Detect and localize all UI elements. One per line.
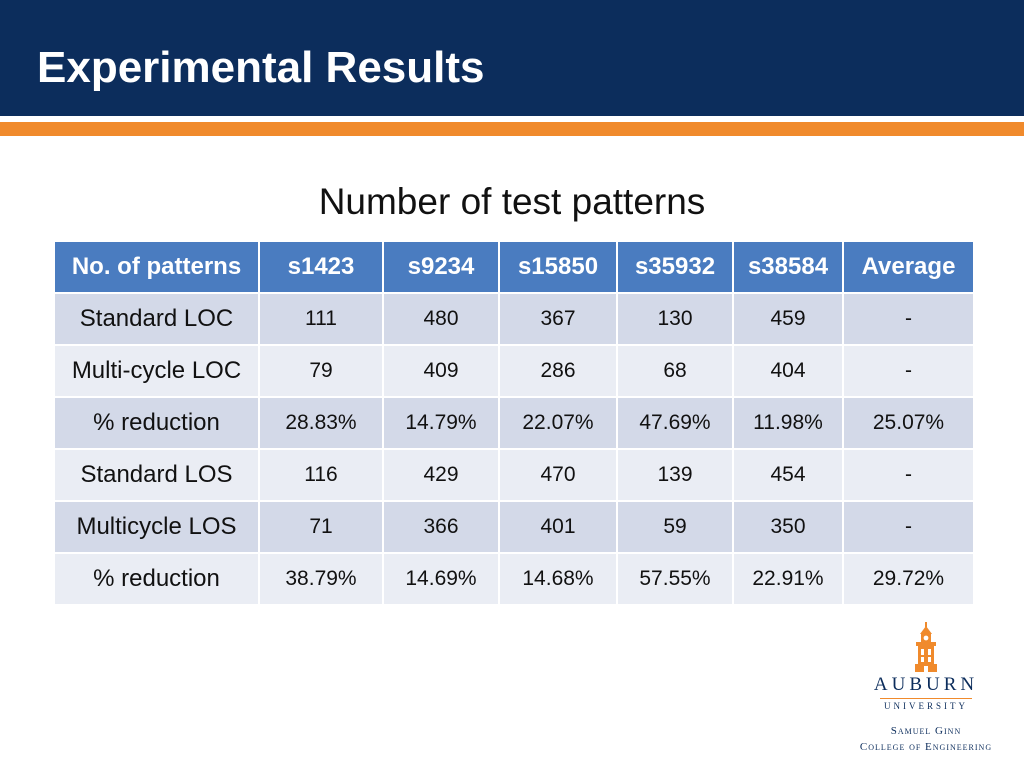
table-cell: 38.79% [258,552,384,606]
slide-subtitle: Number of test patterns [318,181,706,222]
row-label: % reduction [53,552,260,606]
table-cell: 429 [382,448,500,502]
row-label: Multicycle LOS [53,500,260,554]
table-header-row: No. of patterns s1423 s9234 s15850 s3593… [53,240,975,294]
auburn-logo: AUBURN UNIVERSITY Samuel Ginn College of… [846,622,1006,762]
header-cell: s9234 [382,240,500,294]
table-cell: 366 [382,500,500,554]
row-label: % reduction [53,396,260,450]
table-row: % reduction 28.83% 14.79% 22.07% 47.69% … [53,396,975,450]
table-cell: 130 [616,292,734,346]
slide-title: Experimental Results [37,43,485,92]
logo-name: AUBURN [873,674,979,695]
table-cell: 47.69% [616,396,734,450]
table-cell: - [842,292,975,346]
accent-bar [0,122,1024,136]
table-cell: 350 [732,500,844,554]
header-cell: No. of patterns [53,240,260,294]
table-cell: 401 [498,500,618,554]
table-cell: 409 [382,344,500,398]
row-label: Multi-cycle LOC [53,344,260,398]
table-cell: - [842,448,975,502]
table-cell: 139 [616,448,734,502]
header-divider [0,116,1024,122]
table-cell: 28.83% [258,396,384,450]
results-table: No. of patterns s1423 s9234 s15850 s3593… [53,240,975,606]
table-row: % reduction 38.79% 14.69% 14.68% 57.55% … [53,552,975,606]
table-cell: 57.55% [616,552,734,606]
table-cell: - [842,500,975,554]
header-cell: s38584 [732,240,844,294]
table-row: Multi-cycle LOC 79 409 286 68 404 - [53,344,975,398]
logo-college-line-1: Samuel Ginn [890,725,962,737]
table-cell: 111 [258,292,384,346]
table-cell: 480 [382,292,500,346]
header-cell: s15850 [498,240,618,294]
row-label: Standard LOS [53,448,260,502]
table-cell: 71 [258,500,384,554]
table-cell: 11.98% [732,396,844,450]
logo-college-line-2: College of Engineering [859,741,993,753]
logo-rule [880,698,972,699]
header-cell: s1423 [258,240,384,294]
table-cell: 116 [258,448,384,502]
table-cell: 22.91% [732,552,844,606]
table-cell: 404 [732,344,844,398]
header-cell: Average [842,240,975,294]
table-cell: 14.79% [382,396,500,450]
table-cell: 14.69% [382,552,500,606]
table-cell: 14.68% [498,552,618,606]
header-cell: s35932 [616,240,734,294]
table-cell: 459 [732,292,844,346]
table-cell: 470 [498,448,618,502]
table-cell: 367 [498,292,618,346]
table-cell: 68 [616,344,734,398]
table-row: Standard LOS 116 429 470 139 454 - [53,448,975,502]
table-row: Multicycle LOS 71 366 401 59 350 - [53,500,975,554]
tower-icon [915,622,937,672]
table-row: Standard LOC 111 480 367 130 459 - [53,292,975,346]
logo-university: UNIVERSITY [884,701,968,711]
table-cell: 59 [616,500,734,554]
row-label: Standard LOC [53,292,260,346]
table-cell: 22.07% [498,396,618,450]
slide-header: Experimental Results [0,0,1024,116]
table-cell: 29.72% [842,552,975,606]
table-cell: 286 [498,344,618,398]
table-cell: 454 [732,448,844,502]
table-cell: 79 [258,344,384,398]
table-cell: 25.07% [842,396,975,450]
table-cell: - [842,344,975,398]
